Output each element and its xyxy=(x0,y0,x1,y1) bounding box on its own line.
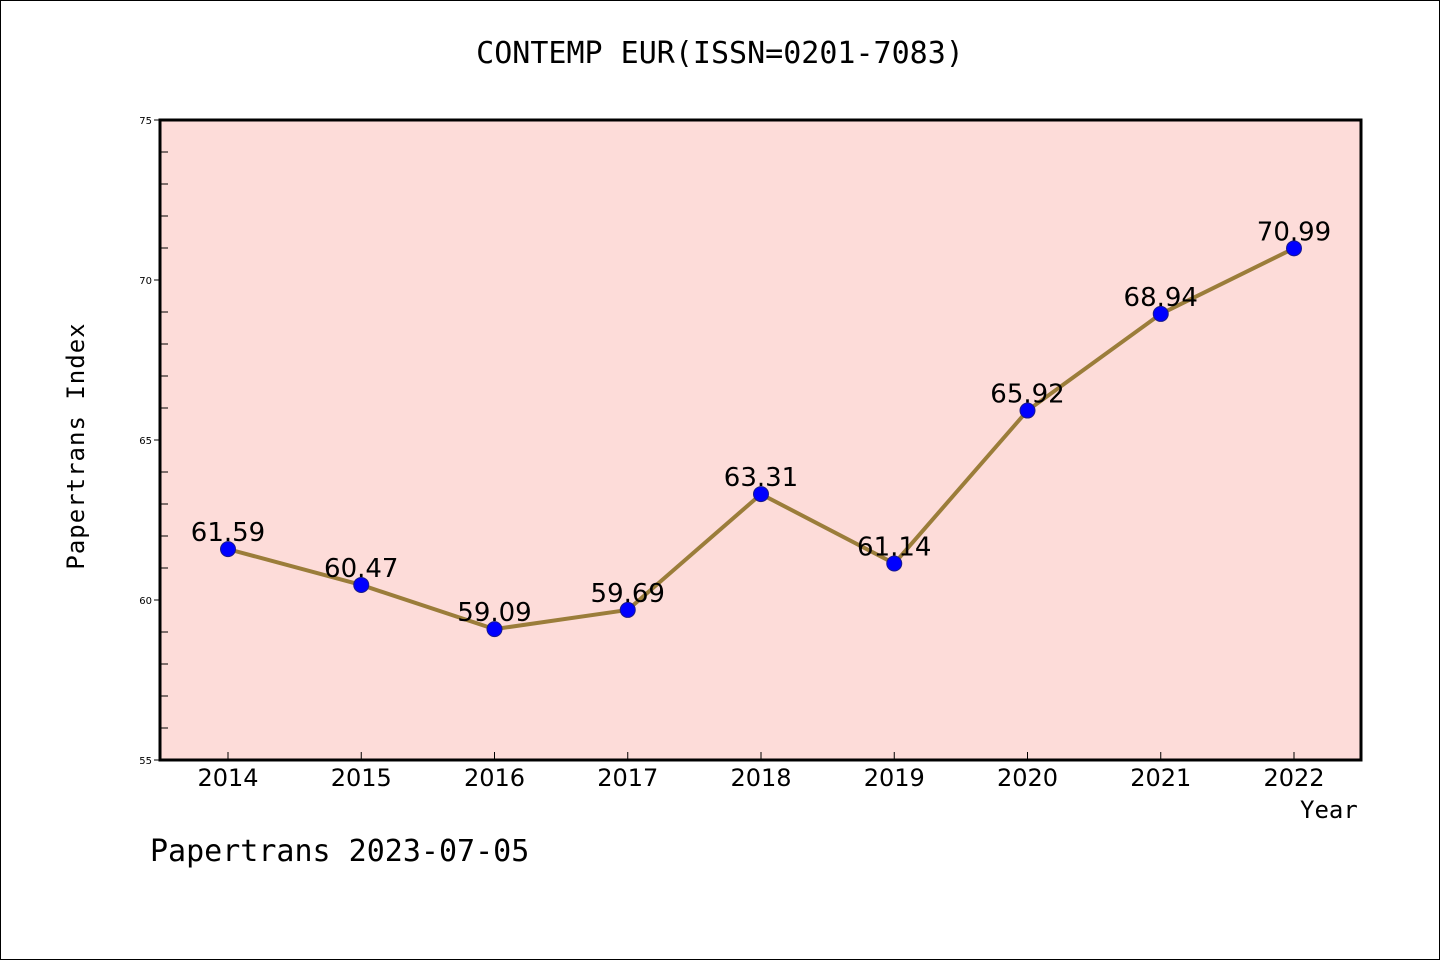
y-tick-label: 70 xyxy=(139,276,152,287)
x-tick-label: 2017 xyxy=(597,764,658,792)
data-point xyxy=(1152,305,1169,322)
data-label: 68.94 xyxy=(1124,283,1198,313)
y-axis: 55 60 65 70 75 xyxy=(139,116,168,767)
data-labels: 61.59 60.47 59.09 59.69 63.31 61.14 65.92 68.94… xyxy=(191,217,1331,628)
data-point xyxy=(1019,402,1036,419)
data-point xyxy=(619,601,636,618)
data-label: 65.92 xyxy=(990,380,1064,410)
x-tick-label: 2016 xyxy=(464,764,525,792)
data-label: 61.14 xyxy=(857,533,931,563)
data-point xyxy=(486,621,503,638)
y-tick-label: 75 xyxy=(139,116,152,127)
x-tick-label: 2019 xyxy=(864,764,925,792)
data-point xyxy=(753,486,769,503)
plot-area xyxy=(158,118,1363,762)
x-axis: 2014 2015 2016 2017 2018 2019 2020 2021 2022 xyxy=(197,752,1325,792)
data-label: 59.09 xyxy=(457,598,531,628)
data-label: 59.69 xyxy=(591,579,665,609)
x-tick-label: 2015 xyxy=(331,764,392,792)
x-tick-label: 2018 xyxy=(730,764,791,792)
x-tick-label: 2022 xyxy=(1263,764,1324,792)
y-tick-label: 60 xyxy=(139,596,152,607)
y-tick-label: 55 xyxy=(139,756,152,767)
y-tick-label: 65 xyxy=(139,436,152,447)
footer-note: Papertrans 2023-07-05 xyxy=(150,834,530,869)
data-point xyxy=(353,576,370,593)
chart-title: CONTEMP EUR(ISSN=0201-7083) xyxy=(476,36,964,71)
data-label: 70.99 xyxy=(1257,217,1331,247)
x-tick-label: 2014 xyxy=(197,764,258,792)
data-point xyxy=(220,541,236,558)
x-tick-label: 2020 xyxy=(997,764,1058,792)
data-label: 61.59 xyxy=(191,518,265,548)
data-point xyxy=(1286,240,1302,257)
data-points xyxy=(220,240,1302,638)
data-label: 63.31 xyxy=(724,463,798,493)
x-axis-label: Year xyxy=(1300,796,1358,824)
data-point xyxy=(886,555,903,572)
data-label: 60.47 xyxy=(324,554,398,584)
x-tick-label: 2021 xyxy=(1130,764,1191,792)
